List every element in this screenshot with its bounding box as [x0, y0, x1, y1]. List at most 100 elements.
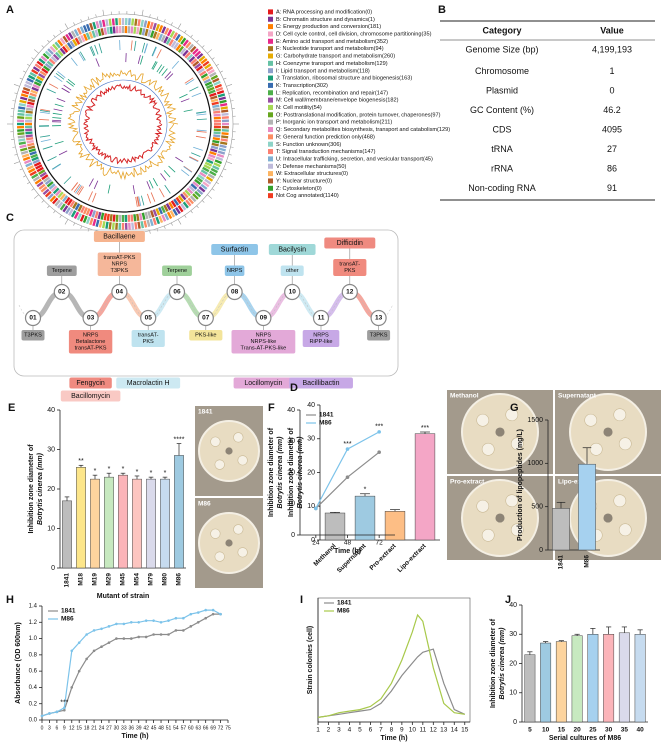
genome-track: [31, 173, 39, 179]
genome-track: [100, 28, 105, 36]
rna-track: [95, 58, 100, 67]
rna-track: [66, 80, 74, 87]
genome-track: [134, 18, 138, 26]
genome-track: [169, 30, 176, 38]
genome-track: [192, 60, 200, 67]
genome-track: [198, 186, 206, 193]
genome-track: [163, 36, 169, 44]
rna-track: [144, 43, 148, 54]
rna-track: [47, 156, 57, 162]
x-tick-label: 45: [151, 725, 157, 731]
genome-track: [158, 33, 164, 41]
significance: *: [122, 466, 125, 473]
rna-track: [189, 86, 199, 92]
scale-tick: [177, 23, 182, 29]
scale-tick: [14, 92, 18, 94]
genome-track: [215, 86, 224, 92]
y-axis-label: Inhibition zone diameter of: [490, 618, 497, 708]
rna-track: [151, 46, 157, 57]
genome-track: [38, 169, 46, 175]
genome-track: [24, 83, 32, 89]
scale-tick: [201, 200, 205, 203]
series-marker: [77, 669, 81, 673]
y-tick-label: 0: [291, 532, 295, 539]
genome-track: [165, 37, 172, 45]
product-name: Difficidin: [337, 240, 363, 247]
rna-track: [184, 77, 194, 84]
rna-track: [89, 46, 95, 57]
scale-tick: [64, 23, 69, 29]
genome-track: [73, 29, 80, 37]
rna-track: [156, 64, 163, 73]
genome-track: [54, 41, 61, 49]
table-cell: tRNA: [491, 144, 513, 154]
rna-track: [132, 185, 136, 195]
genome-track: [147, 29, 152, 37]
genome-track: [112, 26, 116, 34]
x-tick-label: 60: [188, 725, 194, 731]
y-tick-label: 20: [47, 486, 55, 493]
scale-tick: [207, 194, 213, 199]
bar: [524, 654, 536, 723]
scale-tick: [59, 215, 62, 218]
x-tick-label: 48: [344, 540, 352, 547]
genome-track: [27, 98, 36, 103]
rna-track: [196, 118, 207, 120]
table-header: Value: [600, 25, 624, 35]
genome-track: [109, 214, 113, 222]
genome-track: [166, 211, 173, 219]
genome-track: [210, 148, 218, 153]
rna-track: [196, 130, 207, 133]
genome-track: [103, 27, 108, 35]
rna-track: [183, 166, 192, 173]
genome-track: [213, 134, 221, 138]
genome-track: [190, 183, 198, 190]
genome-track: [220, 138, 228, 142]
rna-track: [164, 184, 171, 194]
genome-track: [76, 213, 82, 221]
genome-track: [204, 178, 212, 185]
cluster-type-box: [231, 330, 296, 354]
panel-label: B: [438, 4, 446, 16]
genome-track: [164, 213, 170, 221]
genome-track: [138, 27, 143, 35]
product-box: [69, 377, 112, 389]
genome-track: [48, 183, 56, 190]
cluster-type-box: [189, 330, 223, 341]
cluster-type: transAT-PKS: [75, 346, 107, 352]
legend-label: Z: Cytoskeleton(0): [276, 186, 322, 192]
genome-track: [64, 196, 71, 204]
x-tick-label: M80: [162, 573, 169, 586]
genome-track: [25, 134, 33, 138]
rna-track: [196, 111, 207, 114]
center-disc: [603, 513, 613, 523]
legend-label: N: Cell motility(54): [276, 105, 322, 111]
rna-track: [79, 51, 86, 61]
bar: [118, 474, 128, 569]
inhibition-zone: [210, 436, 221, 447]
genome-track: [200, 183, 208, 190]
genome-track: [141, 212, 146, 220]
genome-track: [168, 201, 174, 209]
rna-track: [181, 169, 190, 177]
genome-track: [143, 20, 148, 28]
rna-track: [164, 71, 172, 79]
cluster-type: NRPS: [227, 268, 243, 274]
bar: [90, 478, 100, 569]
rna-track: [63, 176, 72, 185]
series-marker: [219, 612, 222, 616]
rna-track: [152, 177, 158, 187]
node-id: 08: [231, 289, 239, 296]
genome-track: [55, 51, 62, 59]
genome-track: [69, 200, 76, 208]
genome-track: [144, 211, 149, 220]
genome-track: [146, 21, 151, 29]
genome-track: [209, 150, 217, 156]
genome-track: [92, 218, 97, 227]
legend-label: Y: Nuclear structure(0): [276, 179, 332, 185]
series-marker: [174, 629, 178, 632]
x-tick-label: M86: [176, 573, 183, 586]
genome-track: [109, 26, 113, 34]
scale-tick: [19, 168, 23, 171]
y-axis-label: Inhibition zone diameter of: [28, 444, 35, 534]
